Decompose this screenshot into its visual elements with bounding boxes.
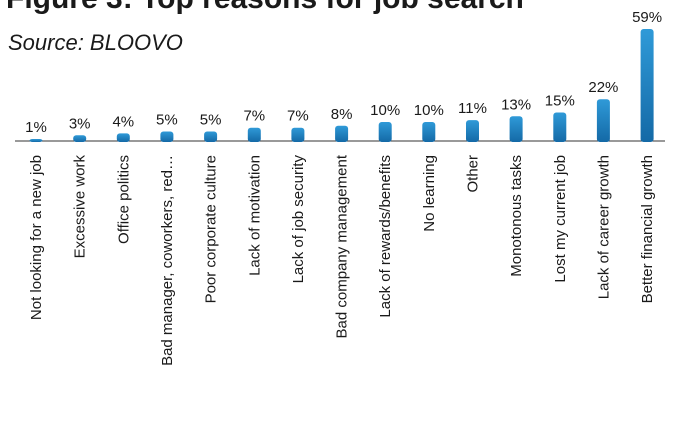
category-label: No learning — [421, 155, 438, 232]
bar — [509, 116, 523, 142]
bar — [247, 127, 261, 142]
bar-value-label: 10% — [370, 102, 400, 119]
chart-subtitle: Source: BLOOVO — [8, 30, 183, 55]
bar — [640, 29, 654, 142]
category-label: Lack of motivation — [246, 155, 263, 276]
bar-value-label: 5% — [200, 112, 222, 129]
category-label: Lack of career growth — [595, 155, 612, 299]
bar — [29, 139, 43, 142]
category-label: Office politics — [115, 155, 132, 244]
bar — [422, 122, 436, 142]
bar — [291, 127, 305, 142]
bar-value-label: 4% — [112, 113, 134, 130]
category-label: Lack of rewards/benefits — [377, 155, 394, 318]
bar-value-label: 13% — [501, 96, 531, 113]
category-label: Lost my current job — [552, 155, 569, 283]
bar-value-label: 22% — [588, 79, 618, 96]
bar — [378, 122, 392, 142]
bar-value-label: 11% — [458, 100, 487, 117]
bar — [466, 120, 479, 142]
bar — [204, 131, 218, 142]
bar-value-label: 8% — [331, 106, 353, 123]
bar-value-label: 5% — [156, 112, 178, 129]
category-label: Excessive work — [72, 155, 89, 259]
category-label: Better financial growth — [639, 155, 656, 303]
chart-title: Figure 3: Top reasons for job search — [6, 0, 524, 16]
category-labels-group: Not looking for a new job Excessive work O… — [28, 154, 656, 366]
bar — [160, 131, 174, 142]
bar-value-label: 7% — [287, 108, 309, 125]
category-label: Poor corporate culture — [203, 155, 220, 303]
bar-value-label: 59% — [632, 9, 662, 26]
bar-value-label: 3% — [69, 115, 91, 132]
bar — [73, 135, 87, 142]
category-label: Not looking for a new job — [28, 155, 45, 320]
bar — [596, 99, 610, 142]
category-label: Monotonous tasks — [508, 155, 525, 277]
bar-value-label: 7% — [243, 108, 265, 125]
value-labels-group: 1% 3% 4% 5% 5% 7% 7% 8% 10% 10% 11% 13% 15% 22% 59% — [25, 9, 662, 136]
bars-group — [29, 29, 654, 142]
bar-value-label: 1% — [25, 119, 47, 136]
category-label: Bad manager, coworkers, red… — [159, 155, 176, 366]
category-label: Other — [465, 155, 482, 193]
category-label: Bad company management — [334, 154, 351, 338]
category-label: Lack of job security — [290, 155, 307, 284]
bar — [553, 112, 567, 142]
bar-value-label: 10% — [414, 102, 444, 119]
bar-value-label: 15% — [545, 93, 575, 110]
bar — [116, 133, 130, 142]
bar — [335, 125, 349, 142]
